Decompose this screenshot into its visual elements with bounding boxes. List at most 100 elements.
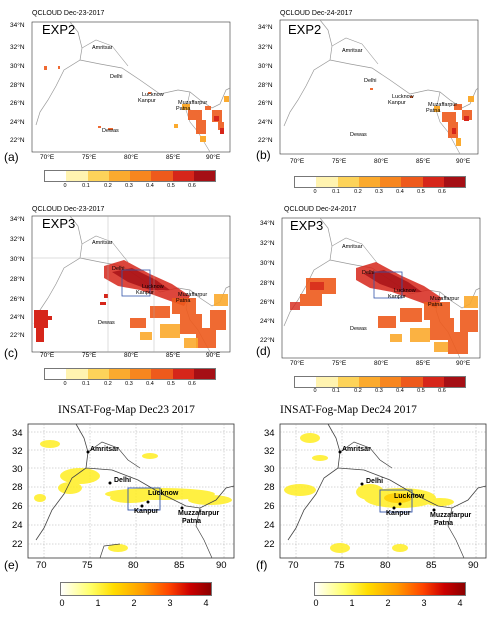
- lat-tick: 22°N: [258, 137, 273, 144]
- colorbar-tick: 0: [63, 183, 67, 189]
- colorbar-tick: 3: [167, 598, 173, 608]
- lon-tick: 90°E: [456, 158, 471, 165]
- lat-tick: 30°N: [10, 63, 25, 70]
- lat-tick: 26: [264, 501, 275, 512]
- colorbar-swatch: [358, 377, 380, 387]
- colorbar-tick: 0: [313, 388, 317, 394]
- lon-tick: 70°E: [290, 360, 305, 367]
- exp-label: EXP3: [290, 218, 324, 233]
- lon-tick: 70: [288, 560, 299, 571]
- city-label: Lucknow: [394, 288, 416, 294]
- colorbar-swatch: [130, 171, 152, 181]
- city-label: Delhi: [362, 270, 375, 276]
- city-label: Muzaffarpur: [428, 102, 458, 108]
- panel-label: (d): [256, 344, 271, 358]
- map-b: [279, 19, 479, 155]
- lat-tick: 32: [264, 446, 275, 457]
- lat-tick: 22°N: [10, 137, 25, 144]
- colorbar: [314, 582, 466, 596]
- lat-tick: 28: [12, 482, 23, 493]
- colorbar: [60, 582, 212, 596]
- lat-tick: 22: [12, 539, 23, 550]
- city-label: Muzzafarpur: [430, 512, 472, 519]
- lon-tick: 90: [216, 560, 227, 571]
- city-label: Lucknow: [394, 493, 425, 500]
- lon-tick: 75°E: [82, 352, 97, 359]
- map-f: [279, 423, 487, 559]
- colorbar-tick: 0: [313, 189, 317, 195]
- lon-tick: 80°E: [374, 360, 389, 367]
- colorbar-tick: 2: [131, 598, 137, 608]
- colorbar-swatch: [401, 177, 423, 187]
- panel-label: (c): [4, 346, 18, 360]
- lon-tick: 70°E: [290, 158, 305, 165]
- lat-tick: 30°N: [260, 260, 275, 267]
- panel-title: INSAT-Fog-Map Dec23 2017: [58, 404, 195, 416]
- colorbar-swatch: [295, 377, 317, 387]
- lat-tick: 22°N: [10, 332, 25, 339]
- city-label: Lucknow: [142, 284, 164, 290]
- colorbar-tick: 3: [421, 598, 427, 608]
- lat-tick: 28°N: [258, 82, 273, 89]
- city-label: Lucknow: [142, 92, 164, 98]
- city-label: Delhi: [114, 477, 132, 484]
- colorbar-tick: 0.1: [82, 381, 90, 387]
- lat-tick: 32: [12, 446, 23, 457]
- city-label: Amritsar: [342, 446, 371, 453]
- lon-tick: 90°E: [206, 154, 221, 161]
- colorbar: [44, 368, 216, 380]
- colorbar-tick: 0.2: [354, 388, 362, 394]
- lon-tick: 70°E: [40, 352, 55, 359]
- city-label: Muzaffarpur: [430, 296, 460, 302]
- lon-tick: 85: [426, 560, 437, 571]
- map-c: [31, 215, 231, 353]
- lat-tick: 30: [12, 464, 23, 475]
- city-label: Patna: [176, 298, 191, 304]
- colorbar-swatch: [151, 171, 173, 181]
- city-label: Muzzafarpur: [178, 510, 220, 517]
- lon-tick: 85: [174, 560, 185, 571]
- colorbar-tick: 0.3: [375, 388, 383, 394]
- colorbar-tick: 0.5: [167, 381, 175, 387]
- colorbar-tick: 0.4: [396, 388, 404, 394]
- lat-tick: 28°N: [10, 82, 25, 89]
- colorbar-tick: 0.3: [125, 183, 133, 189]
- lat-tick: 28: [264, 482, 275, 493]
- lat-tick: 26: [12, 501, 23, 512]
- lon-tick: 70: [36, 560, 47, 571]
- colorbar-tick: 0: [313, 598, 319, 608]
- colorbar-swatch: [380, 177, 402, 187]
- city-label: Dewas: [98, 320, 115, 326]
- lon-tick: 85°E: [166, 352, 181, 359]
- city-label: Kanpur: [134, 508, 159, 515]
- lat-tick: 30: [264, 464, 275, 475]
- colorbar: [294, 376, 466, 388]
- lat-tick: 34°N: [260, 220, 275, 227]
- city-label: Patna: [182, 518, 202, 525]
- city-label: Lucknow: [148, 490, 179, 497]
- colorbar-swatch: [172, 171, 194, 181]
- colorbar-tick: 0.5: [417, 189, 425, 195]
- colorbar-tick: 0.3: [125, 381, 133, 387]
- lat-tick: 22: [264, 539, 275, 550]
- lat-tick: 32°N: [260, 240, 275, 247]
- colorbar-tick: 0.6: [438, 388, 446, 394]
- city-label: Amritsar: [342, 48, 363, 54]
- colorbar-swatch: [380, 377, 402, 387]
- lat-tick: 24°N: [258, 119, 273, 126]
- colorbar-swatch: [45, 171, 67, 181]
- panel-title: QCLOUD Dec-23-2017: [32, 206, 105, 213]
- panel-d: QCLOUD Dec-24-2017 EXP3 34°N 32°N 30°N 2…: [250, 198, 500, 394]
- lon-tick: 90: [468, 560, 479, 571]
- lon-tick: 75°E: [82, 154, 97, 161]
- colorbar-swatch: [422, 377, 444, 387]
- colorbar-tick: 1: [95, 598, 101, 608]
- city-label: Kanpur: [138, 98, 156, 104]
- lat-tick: 24: [12, 520, 23, 531]
- colorbar-swatch: [316, 177, 338, 187]
- lon-tick: 90°E: [456, 360, 471, 367]
- panel-label: (a): [4, 150, 19, 164]
- lat-tick: 34: [12, 428, 23, 439]
- city-label: Kanpur: [388, 294, 406, 300]
- colorbar-tick: 0.3: [375, 189, 383, 195]
